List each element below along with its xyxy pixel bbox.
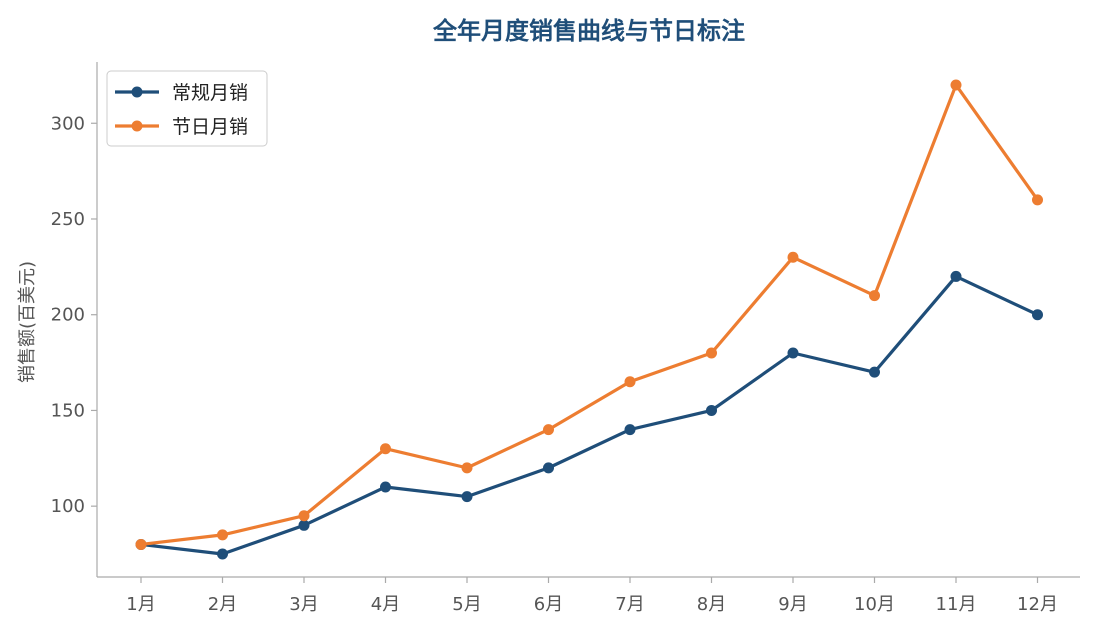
data-point xyxy=(298,510,310,522)
y-axis-label: 销售额(百美元) xyxy=(17,261,38,383)
chart-title: 全年月度销售曲线与节日标注 xyxy=(432,17,745,45)
x-tick-label: 10月 xyxy=(854,594,895,615)
data-point xyxy=(787,251,799,263)
data-point xyxy=(543,462,554,474)
x-tick-label: 9月 xyxy=(778,594,807,615)
data-point xyxy=(135,538,147,550)
series-1 xyxy=(135,270,1043,560)
y-tick-label: 100 xyxy=(51,496,85,517)
x-tick-label: 4月 xyxy=(371,594,400,615)
y-tick-label: 250 xyxy=(51,209,85,230)
data-point xyxy=(461,462,473,474)
x-tick-label: 6月 xyxy=(534,594,563,615)
data-point xyxy=(706,404,717,416)
x-tick-label: 2月 xyxy=(208,594,237,615)
axes: 100 150 200 250 300 1月 2月 3月 4月 5月 6月 7月 8月 9月 10月 11月 1… xyxy=(51,62,1080,615)
series-line xyxy=(140,83,1039,547)
data-point xyxy=(624,376,636,388)
y-tick-label: 300 xyxy=(51,113,85,134)
y-tick-label: 150 xyxy=(51,400,85,421)
x-tick-label: 1月 xyxy=(126,594,155,615)
data-point xyxy=(869,290,880,302)
x-tick-label: 5月 xyxy=(452,594,481,615)
x-tick-label: 11月 xyxy=(936,594,977,615)
x-tick-label: 3月 xyxy=(289,594,318,615)
data-point xyxy=(950,270,962,282)
data-point xyxy=(380,481,391,493)
data-point xyxy=(787,347,799,359)
data-point xyxy=(543,424,554,436)
legend-marker xyxy=(131,86,143,98)
data-point xyxy=(380,443,391,455)
y-tick-label: 200 xyxy=(51,305,85,326)
data-point xyxy=(217,548,228,560)
data-point xyxy=(624,424,636,436)
data-point xyxy=(217,529,228,541)
legend-marker xyxy=(131,120,143,132)
data-point xyxy=(1032,194,1043,206)
data-point xyxy=(869,366,880,378)
x-tick-label: 8月 xyxy=(697,594,726,615)
series-layer xyxy=(135,79,1043,560)
x-tick-label: 7月 xyxy=(615,594,644,615)
data-point xyxy=(706,347,717,359)
legend-label: 节日月销 xyxy=(172,116,248,138)
data-point xyxy=(298,519,310,531)
series-line xyxy=(140,274,1039,556)
data-point xyxy=(461,491,473,503)
x-tick-label: 12月 xyxy=(1017,594,1058,615)
series-2 xyxy=(135,79,1043,550)
data-point xyxy=(950,79,962,91)
data-point xyxy=(1032,309,1043,321)
legend-label: 常规月销 xyxy=(172,82,248,104)
